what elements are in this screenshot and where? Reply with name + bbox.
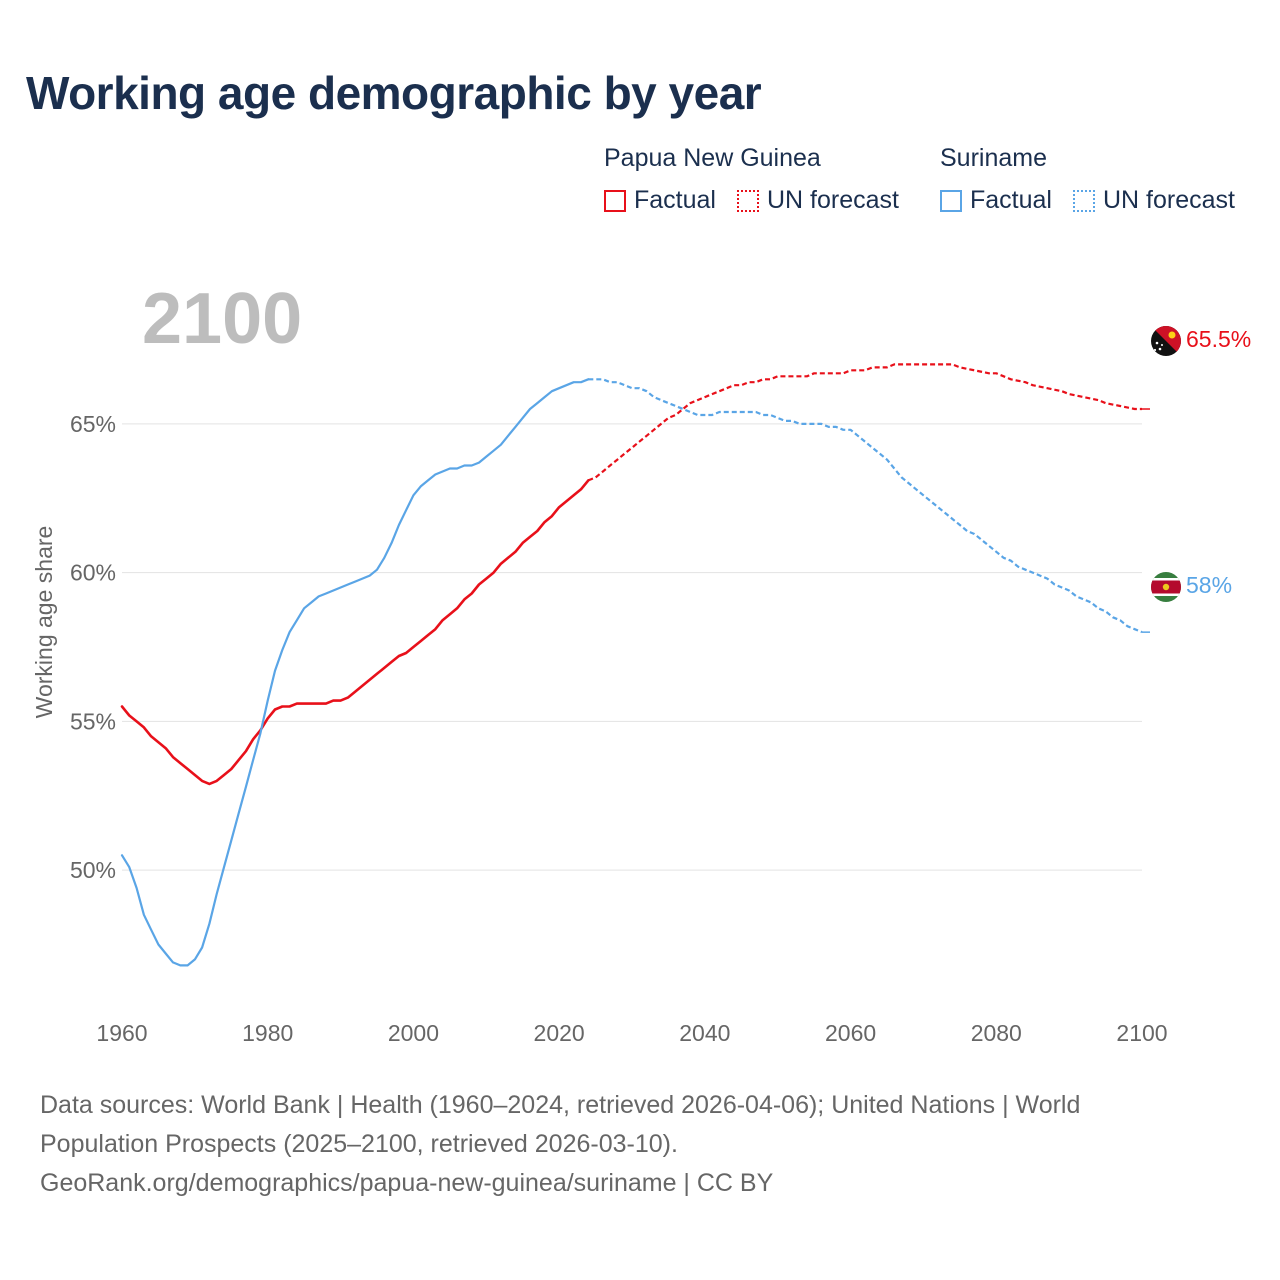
x-tick-label: 2080 xyxy=(971,1020,1022,1046)
year-watermark: 2100 xyxy=(142,279,302,359)
legend-swatch-dotted-icon xyxy=(737,189,759,212)
footer-line[interactable]: GeoRank.org/demographics/papua-new-guine… xyxy=(40,1169,774,1197)
legend-swatch-dotted-icon xyxy=(1073,189,1095,212)
series-line-suriname-factual xyxy=(120,378,590,967)
legend-label: UN forecast xyxy=(767,186,899,214)
legend-label: Factual xyxy=(970,186,1052,214)
suriname-flag-icon xyxy=(1151,572,1181,602)
legend-item-suriname-factual[interactable]: Factual xyxy=(940,186,1052,215)
legend-group-title-suriname: Suriname xyxy=(940,144,1047,172)
legend-item-suriname-forecast[interactable]: UN forecast xyxy=(1073,186,1235,215)
series-lines xyxy=(120,363,1150,967)
y-axis-label: Working age share xyxy=(31,526,57,719)
chart-title: Working age demographic by year xyxy=(26,67,762,119)
x-tick-label: 2020 xyxy=(534,1020,585,1046)
footer-sources: Data sources: World Bank | Health (1960–… xyxy=(40,1086,1220,1203)
legend-swatch-solid-icon xyxy=(940,189,962,212)
legend-label: UN forecast xyxy=(1103,186,1235,214)
legend-label: Factual xyxy=(634,186,716,214)
y-tick-label: 50% xyxy=(70,857,116,883)
gridlines xyxy=(122,423,1142,871)
footer-line: Data sources: World Bank | Health (1960–… xyxy=(40,1091,1081,1119)
y-tick-label: 55% xyxy=(70,708,116,734)
x-axis-ticks: 1960 1980 2000 2020 2040 2060 2080 2100 xyxy=(96,1020,1167,1046)
series-line-papua-new-guinea-factual xyxy=(120,479,590,786)
x-tick-label: 2060 xyxy=(825,1020,876,1046)
legend-item-png-forecast[interactable]: UN forecast xyxy=(737,186,899,215)
papua-new-guinea-flag-icon xyxy=(1151,326,1181,356)
legend-group-title-png: Papua New Guinea xyxy=(604,144,821,172)
y-tick-label: 65% xyxy=(70,411,116,437)
x-tick-label: 1980 xyxy=(242,1020,293,1046)
x-tick-label: 2000 xyxy=(388,1020,439,1046)
series-line-suriname-forecast xyxy=(588,378,1143,634)
end-label-suriname: 58% xyxy=(1186,572,1232,598)
x-tick-label: 2100 xyxy=(1116,1020,1167,1046)
x-tick-label: 1960 xyxy=(96,1020,147,1046)
footer-line: Population Prospects (2025–2100, retriev… xyxy=(40,1130,678,1158)
legend-swatch-solid-icon xyxy=(604,189,626,212)
y-axis-ticks: 50% 55% 60% 65% xyxy=(70,411,116,883)
legend-item-png-factual[interactable]: Factual xyxy=(604,186,716,215)
line-chart: 2100 Working age share 50% 55% 60% 65% 1960… xyxy=(31,279,1251,1046)
x-tick-label: 2040 xyxy=(679,1020,730,1046)
series-line-papua-new-guinea-forecast xyxy=(587,363,1142,482)
end-label-papua-new-guinea: 65.5% xyxy=(1186,326,1251,352)
y-tick-label: 60% xyxy=(70,560,116,586)
